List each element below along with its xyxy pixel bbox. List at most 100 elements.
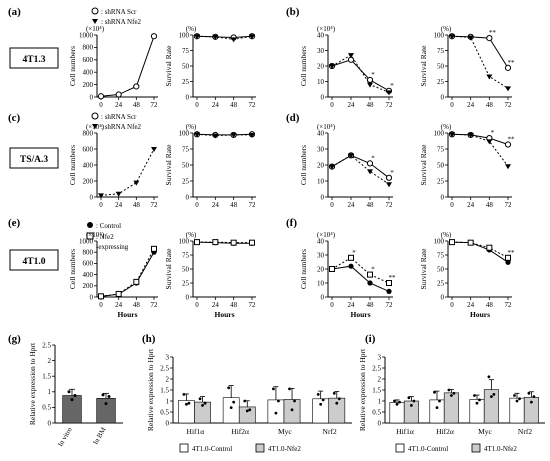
y-tick-label-d-surv: 25 (437, 177, 445, 185)
replicate-point-i (530, 400, 533, 404)
legend-label-bar-control-i: 4T1.0-Control (408, 445, 448, 453)
data-point-c-num (98, 193, 104, 199)
y-tick-label-h: 2.5 (160, 364, 169, 372)
data-point-f-num (348, 254, 354, 261)
x-tick-label-h: Hif1α (187, 427, 205, 436)
panel-letter-i: (i) (365, 333, 376, 345)
replicate-point-i (515, 399, 519, 403)
x-tick-label-e-num: 24 (115, 301, 123, 309)
y-tick-label-h: 3 (166, 353, 170, 361)
y-tick-label-f-surv: 75 (437, 251, 445, 259)
y-tick-label-b-surv: 75 (437, 47, 445, 55)
x-axis-label-e-num: Hours (117, 310, 137, 319)
replicate-point-i (513, 394, 516, 397)
y-unit-f-num: (×10⁴) (317, 231, 336, 239)
data-point-c-surv (230, 132, 237, 138)
data-point-d-num (329, 164, 335, 170)
series-line-c-surv (196, 133, 252, 137)
data-point-b-num (348, 53, 354, 59)
replicate-point-h (335, 401, 339, 405)
y-tick-label-i: 1 (378, 397, 382, 405)
legend-marker-nfe2-c (92, 124, 98, 129)
significance-mark-b-surv: ** (489, 29, 497, 37)
legend-marker-nfe2-expressing (86, 232, 94, 240)
y-unit-a-surv: (%) (186, 25, 197, 33)
y-tick-label-e-surv: 100 (179, 237, 190, 245)
y-tick-label-f-num: 30 (317, 251, 325, 259)
y-tick-label-a-num: 200 (83, 81, 94, 89)
replicate-point-h (316, 393, 320, 396)
y-unit-e-surv: (%) (186, 231, 197, 239)
x-tick-label-e-surv: 0 (195, 301, 199, 309)
y-tick-label-c-num: 800 (83, 129, 94, 137)
y-tick-label-g: 1 (48, 388, 52, 396)
y-tick-label-e-num: 0 (90, 293, 94, 301)
replicate-point-h (290, 408, 294, 412)
replicate-point-h (337, 397, 341, 401)
y-tick-label-d-num: 30 (317, 145, 325, 153)
replicate-point-i (478, 398, 481, 402)
y-tick-label-c-num: 200 (83, 177, 94, 185)
y-tick-label-b-num: 40 (317, 31, 325, 39)
x-tick-label-b-surv: 24 (467, 101, 475, 109)
y-tick-label-d-surv: 75 (437, 145, 445, 153)
data-point-f-num (386, 280, 392, 286)
series-line-d-surv (451, 133, 509, 167)
y-axis-label-i: Relative expression to Hprt (358, 348, 367, 431)
data-point-d-surv (467, 132, 474, 138)
replicate-point-h (288, 387, 291, 391)
replicate-point-i (433, 390, 436, 394)
data-point-b-num (366, 76, 374, 84)
x-tick-label-d-surv: 48 (486, 201, 494, 209)
data-point-b-surv (505, 86, 511, 92)
y-axis-label-e-num: Cell numbers (68, 249, 77, 289)
series-line-b-num (331, 54, 390, 93)
x-tick-label-f-num: 72 (386, 301, 394, 309)
cell-line-box-tsa3 (9, 147, 59, 169)
x-tick-label-a-surv: 48 (230, 101, 238, 109)
chart-i: 0 0.5 1 1.5 2 2.5 3 Relative expression to Hprt… (358, 348, 545, 436)
y-tick-label-g: 0 (48, 419, 52, 427)
y-axis-label-d-surv: Survival Rate (419, 144, 428, 186)
y-unit-f-surv: (%) (441, 231, 452, 239)
replicate-point-i (398, 400, 401, 404)
series-line-e-surv (197, 241, 252, 244)
replicate-point-i (527, 391, 531, 395)
data-point-a-surv (249, 34, 255, 40)
y-tick-label-a-surv: 100 (179, 31, 190, 39)
bar-h (283, 399, 301, 424)
replicate-point-h (245, 409, 249, 413)
y-axis-label-d-num: Cell numbers (299, 145, 308, 185)
x-tick-label-a-num: 72 (151, 101, 159, 109)
y-tick-label-d-surv: 100 (434, 129, 445, 137)
data-point-f-surv (467, 239, 474, 246)
data-point-e-num (151, 245, 157, 252)
x-tick-label-c-surv: 0 (195, 201, 199, 209)
y-tick-label-a-num: 800 (83, 44, 94, 52)
y-tick-label-i: 3 (378, 353, 382, 361)
data-point-e-num (98, 293, 104, 300)
replicate-point-i (447, 388, 451, 392)
bar-h (267, 399, 285, 424)
y-tick-label-a-num: 600 (83, 56, 94, 64)
replicate-point-h (229, 406, 233, 409)
y-tick-label-a-num: 1000 (79, 31, 94, 39)
x-tick-label-g: In BM (92, 425, 109, 446)
y-unit-c-surv: (%) (186, 123, 197, 131)
legend-label-scr: : shRNA Scr (101, 8, 137, 16)
data-point-c-surv (249, 132, 255, 138)
data-point-f-num (367, 271, 373, 278)
data-point-a-num (115, 91, 122, 98)
y-axis-label-b-surv: Survival Rate (419, 45, 428, 87)
series-line-e-num (100, 251, 155, 297)
y-tick-label-a-surv: 75 (182, 47, 190, 55)
y-tick-label-a-surv: 25 (182, 78, 190, 86)
x-tick-label-b-surv: 0 (450, 101, 454, 109)
panel-letter-e: (e) (8, 217, 21, 229)
replicate-point-h (198, 397, 202, 401)
replicate-point-i (518, 397, 521, 401)
x-tick-label-d-num: 0 (330, 201, 334, 209)
replicate-point-i (492, 393, 496, 396)
significance-mark-f-num: * (352, 249, 356, 257)
